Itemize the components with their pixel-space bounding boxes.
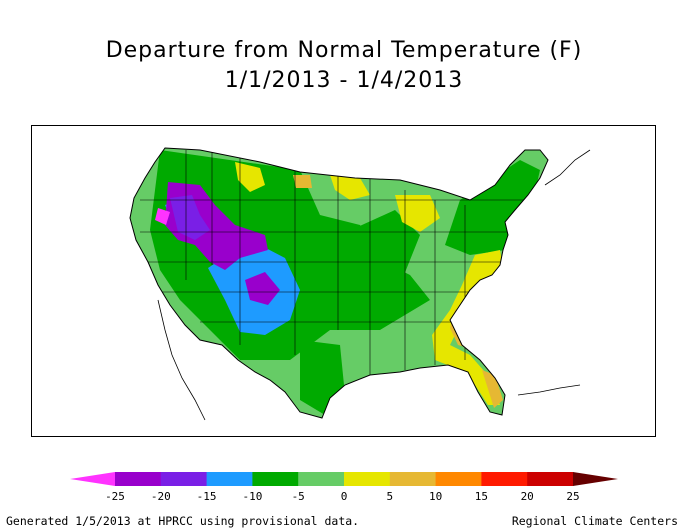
legend-tick-label: 15 bbox=[475, 490, 488, 503]
legend-swatch-8 bbox=[435, 472, 482, 486]
legend-tick-label: 0 bbox=[341, 490, 348, 503]
map-title: Departure from Normal Temperature (F) bbox=[105, 38, 583, 63]
legend-swatch-1 bbox=[115, 472, 162, 486]
legend-tick-label: -10 bbox=[242, 490, 262, 503]
band-minus20-to-minus15-southwest bbox=[245, 272, 280, 305]
legend-tick-labels: -25 -20 -15 -10 -5 0 5 10 15 20 25 bbox=[105, 490, 580, 503]
band-minus10-to-minus5-central bbox=[340, 210, 420, 300]
legend-tick-label: -5 bbox=[292, 490, 305, 503]
band-5-to-10-florida bbox=[482, 370, 503, 408]
legend-swatch-4 bbox=[252, 472, 299, 486]
band-0-to-5-dakotas bbox=[330, 175, 370, 200]
band-below-minus25 bbox=[155, 208, 170, 225]
band-5-to-10-north-dakota bbox=[293, 175, 312, 188]
band-minus10-to-minus5-west bbox=[150, 150, 430, 360]
neighbor-coastlines bbox=[157, 149, 591, 421]
footer-generated-note: Generated 1/5/2013 at HPRCC using provis… bbox=[6, 514, 360, 528]
band-0-to-5-montana bbox=[235, 162, 265, 192]
legend-tick-label: 5 bbox=[386, 490, 393, 503]
legend-swatch-6 bbox=[344, 472, 391, 486]
legend-swatch-5 bbox=[298, 472, 345, 486]
legend-tick-label: 10 bbox=[429, 490, 442, 503]
legend-swatch-7 bbox=[389, 472, 437, 486]
band-minus25-to-minus20 bbox=[170, 195, 210, 240]
legend-swatch-10 bbox=[527, 472, 574, 486]
legend-swatch-9 bbox=[481, 472, 528, 486]
legend-swatch-11 bbox=[573, 472, 618, 486]
legend-tick-label: -25 bbox=[105, 490, 125, 503]
legend-tick-label: -20 bbox=[151, 490, 171, 503]
legend-tick-label: 25 bbox=[566, 490, 579, 503]
legend-swatch-2 bbox=[160, 472, 208, 486]
map-date-range: 1/1/2013 - 1/4/2013 bbox=[224, 68, 464, 93]
legend-tick-label: 20 bbox=[521, 490, 534, 503]
legend-swatch-0 bbox=[70, 472, 115, 486]
legend-swatch-3 bbox=[206, 472, 253, 486]
legend-tick-label: -15 bbox=[197, 490, 217, 503]
legend-color-bar bbox=[70, 472, 618, 486]
footer-source: Regional Climate Centers bbox=[511, 514, 678, 528]
band-0-to-5-great-lakes bbox=[395, 195, 440, 232]
us-outline bbox=[129, 147, 549, 419]
